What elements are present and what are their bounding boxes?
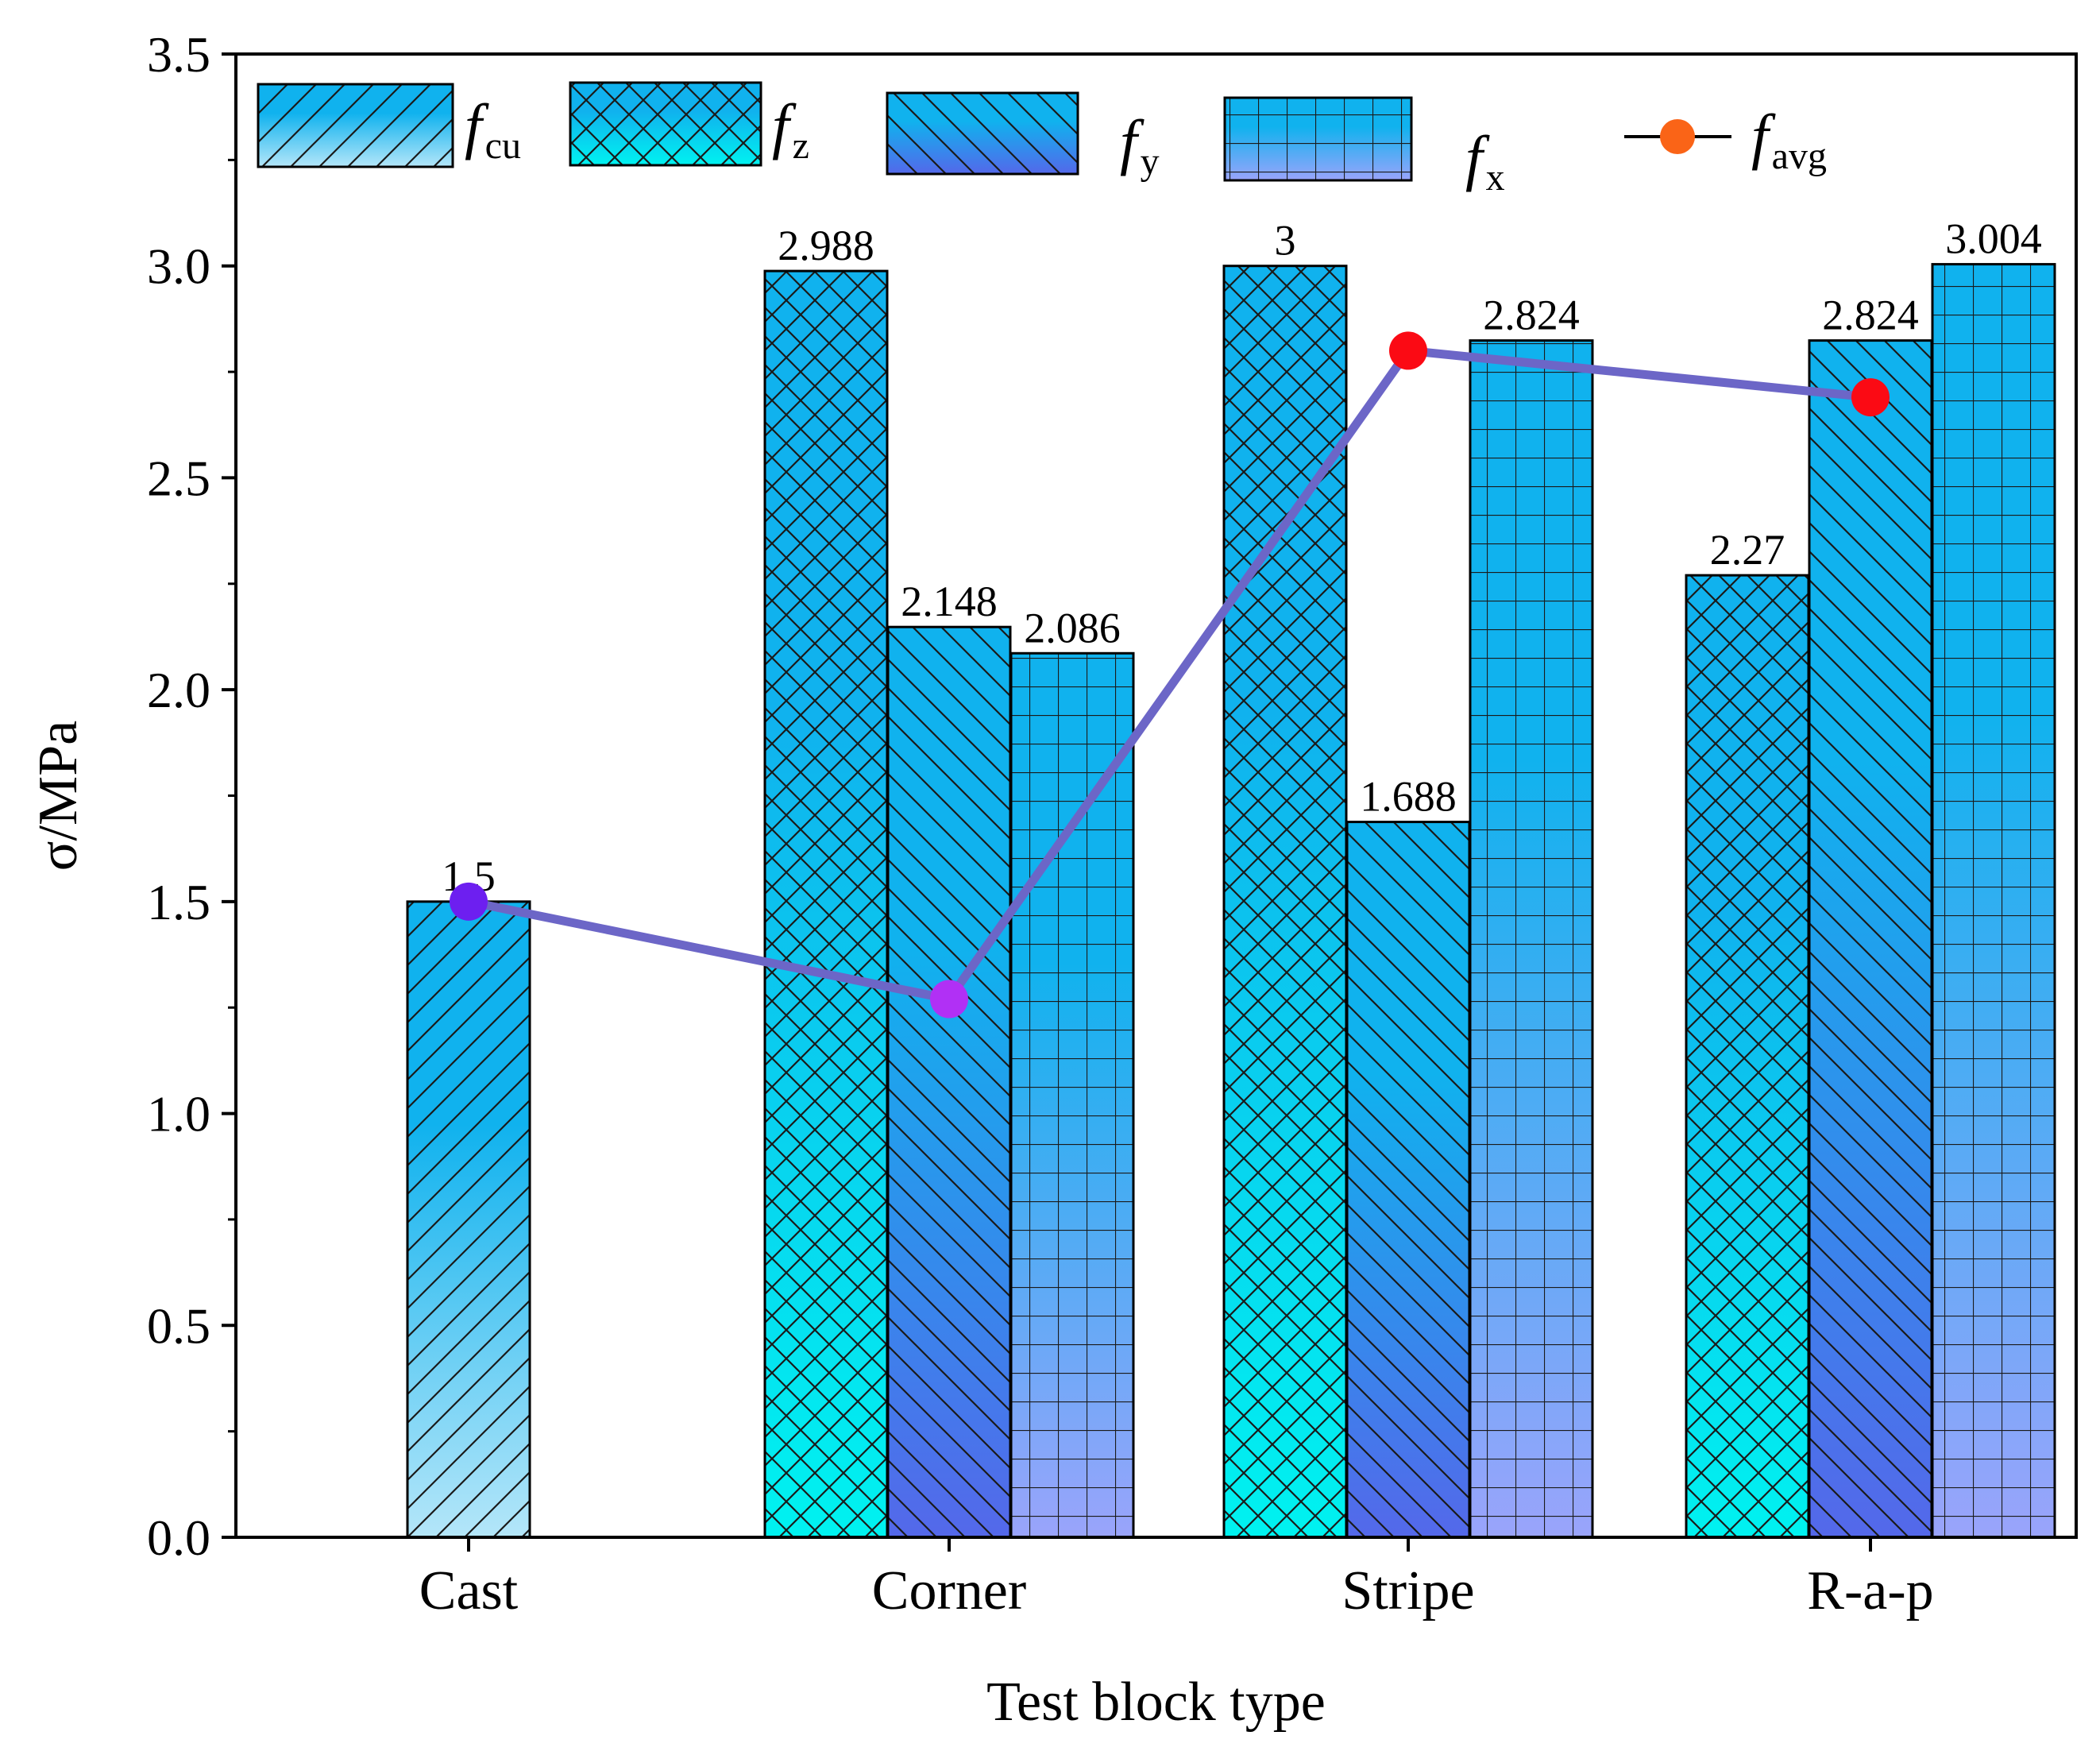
- bar-fz-corner: [763, 269, 889, 1539]
- bar-pattern: [1931, 263, 2056, 1539]
- x-tick-label-stripe: Stripe: [1341, 1560, 1474, 1622]
- legend-swatch: [886, 91, 1079, 176]
- data-label: 2.27: [1710, 526, 1785, 574]
- legend-item-favg: favg: [1624, 102, 1827, 177]
- bar-fy-stripe: [1345, 821, 1471, 1539]
- legend-label-sub: z: [793, 125, 809, 167]
- data-label: 2.824: [1483, 292, 1580, 339]
- bar-fx-stripe: [1469, 339, 1594, 1539]
- legend-swatch: [569, 81, 762, 167]
- legend-swatch: [1223, 96, 1413, 182]
- legend-label-sub: y: [1141, 141, 1160, 183]
- bar-fx-r-a-p: [1931, 263, 2056, 1539]
- bar-layer: [406, 263, 2056, 1539]
- legend-item-fz: fz: [569, 81, 809, 167]
- bar-fz-stripe: [1222, 265, 1348, 1539]
- legend-label-sub: x: [1486, 157, 1505, 199]
- data-label: 3.004: [1945, 215, 2042, 263]
- bar-pattern: [1808, 339, 1933, 1539]
- y-axis-title: σ/MPa: [28, 721, 89, 871]
- avg-point-corner: [930, 980, 968, 1019]
- bar-fy-r-a-p: [1808, 339, 1933, 1539]
- avg-line-layer: [450, 331, 1890, 1019]
- avg-line: [467, 346, 1871, 1004]
- y-tick-label: 1.5: [147, 874, 210, 930]
- y-tick-label: 2.5: [147, 450, 210, 506]
- bar-pattern: [1469, 339, 1594, 1539]
- y-tick-label: 2.0: [147, 662, 210, 718]
- bar-fz-r-a-p: [1685, 574, 1810, 1539]
- bar-pattern: [1685, 574, 1810, 1539]
- data-label: 1.688: [1360, 773, 1457, 821]
- data-label: 2.148: [901, 578, 998, 625]
- bar-fy-corner: [886, 625, 1012, 1539]
- data-label: 2.988: [778, 222, 874, 269]
- y-tick-label: 1.0: [147, 1086, 210, 1142]
- x-tick-label-cast: Cast: [419, 1560, 519, 1622]
- data-label: 2.824: [1822, 292, 1919, 339]
- axes: 0.0 0.5 1.0 1.5 2.0 2.5 3.0 3.5 Cast Corner Stripe…: [28, 26, 2078, 1733]
- x-axis-title: Test block type: [986, 1672, 1326, 1733]
- legend-label: favg: [1751, 102, 1827, 177]
- bar-pattern: [1222, 265, 1348, 1539]
- legend-item-fy: fy: [886, 91, 1160, 183]
- data-label-layer: 1.52.988 32.272.1481.6882.8242.0862.8243.…: [442, 215, 2042, 900]
- legend-label-sub: cu: [485, 125, 521, 167]
- bar-pattern: [1009, 651, 1135, 1539]
- y-tick-label: 3.5: [147, 26, 210, 83]
- avg-point-r-a-p: [1851, 378, 1890, 417]
- legend-item-fcu: fcu: [257, 83, 521, 168]
- legend-swatch: [257, 83, 454, 168]
- avg-point-cast: [450, 882, 488, 921]
- legend-marker: [1660, 119, 1695, 154]
- bar-fx-corner: [1009, 651, 1135, 1539]
- bar-fcu-cast: [406, 900, 531, 1539]
- bar-pattern: [763, 269, 889, 1539]
- bar-pattern: [406, 900, 531, 1539]
- y-tick-label: 3.0: [147, 238, 210, 295]
- x-tick-label-corner: Corner: [872, 1560, 1026, 1622]
- data-label: 2.086: [1024, 604, 1121, 651]
- x-tick-label-r-a-p: R-a-p: [1807, 1560, 1933, 1622]
- legend-label-sub: avg: [1772, 135, 1827, 177]
- y-tick-label: 0.0: [147, 1509, 210, 1566]
- y-tick-label: 0.5: [147, 1297, 210, 1354]
- bar-pattern: [1345, 821, 1471, 1539]
- data-label: 3: [1275, 217, 1296, 265]
- avg-point-stripe: [1389, 331, 1427, 370]
- bar-pattern: [886, 625, 1012, 1539]
